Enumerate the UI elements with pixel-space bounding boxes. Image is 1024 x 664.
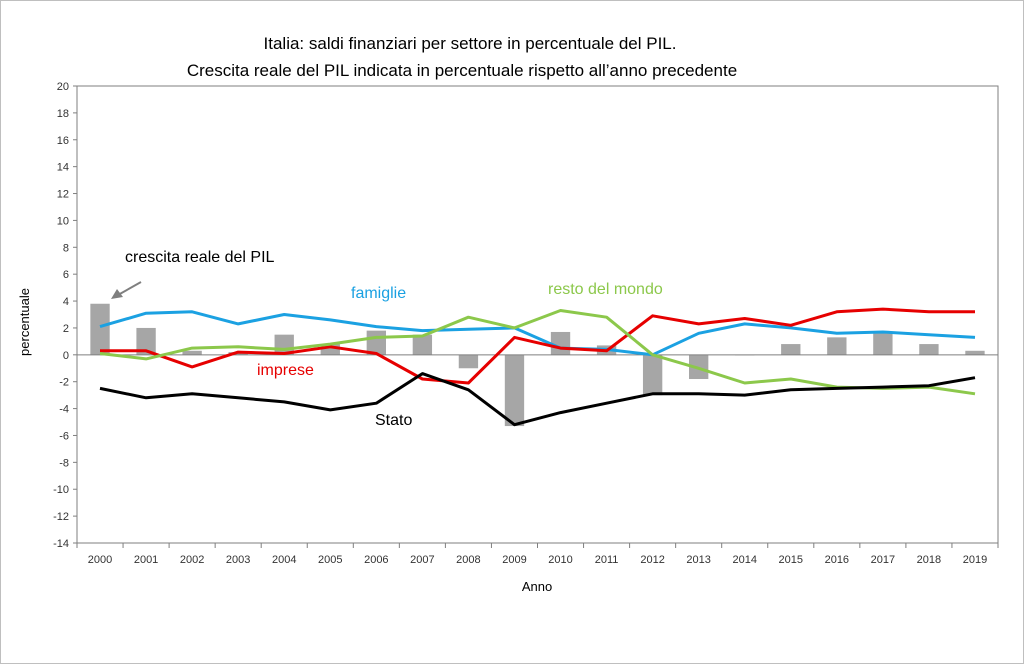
- y-tick-label: 6: [63, 269, 69, 281]
- famiglie-annotation: famiglie: [351, 285, 406, 302]
- y-tick-label: -6: [59, 430, 69, 442]
- x-tick-label: 2010: [548, 554, 572, 566]
- y-tick-label: 18: [57, 108, 69, 120]
- x-tick-label: 2017: [871, 554, 895, 566]
- y-tick-label: 0: [63, 350, 69, 362]
- chart-title: Italia: saldi finanziari per settore in …: [264, 34, 677, 53]
- y-tick-label: -10: [53, 484, 69, 496]
- series-line-imprese: [100, 307, 975, 385]
- y-tick-label: -8: [59, 457, 69, 469]
- gdp-bar: [412, 334, 433, 355]
- x-axis-label: Anno: [522, 579, 552, 594]
- y-tick-label: -12: [53, 511, 69, 523]
- gdp-bar: [550, 331, 571, 355]
- y-tick-label: 8: [63, 242, 69, 254]
- plot-area: [76, 85, 999, 544]
- x-tick-label: 2016: [825, 554, 849, 566]
- gdp-bar: [642, 354, 663, 396]
- x-tick-label: 2007: [410, 554, 434, 566]
- imprese-annotation: imprese: [257, 362, 314, 379]
- y-tick-label: 14: [57, 162, 69, 174]
- x-tick-label: 2002: [180, 554, 204, 566]
- y-axis-label: percentuale: [17, 288, 32, 356]
- series-line-stato: [99, 372, 976, 427]
- x-tick-label: 2018: [917, 554, 941, 566]
- x-tick-label: 2013: [686, 554, 710, 566]
- gdp-bar: [504, 354, 525, 427]
- x-tick-label: 2012: [640, 554, 664, 566]
- y-tick-label: 10: [57, 215, 69, 227]
- y-tick-label: 4: [63, 296, 69, 308]
- y-tick-label: 16: [57, 135, 69, 147]
- chart-subtitle: Crescita reale del PIL indicata in perce…: [187, 61, 737, 80]
- y-tick-label: 20: [57, 81, 69, 93]
- gdp-annotation: crescita reale del PIL: [125, 249, 275, 266]
- gdp-bar: [781, 344, 801, 355]
- stato-annotation: Stato: [375, 412, 412, 429]
- gdp-bar: [458, 354, 479, 369]
- y-axis: -14 -12 -10 -8 -6 -4 -2 0 2 4 6 8 10 12 14 16 18 20: [53, 81, 77, 550]
- x-tick-label: 2011: [595, 554, 619, 566]
- gdp-bar: [965, 350, 985, 355]
- x-axis: 2000 2001 2002 2003 2004 2005 2006 2007 2008 2009…: [76, 543, 999, 566]
- y-tick-label: -2: [59, 377, 69, 389]
- y-tick-label: 12: [57, 189, 69, 201]
- x-tick-label: 2004: [272, 554, 296, 566]
- x-tick-label: 2009: [502, 554, 526, 566]
- y-tick-label: -14: [53, 538, 69, 550]
- gdp-bar: [90, 303, 110, 355]
- x-tick-label: 2000: [88, 554, 112, 566]
- series-line-resto-del-mondo: [99, 309, 976, 396]
- y-tick-label: -4: [59, 404, 69, 416]
- x-tick-label: 2019: [963, 554, 987, 566]
- gdp-bar: [136, 327, 156, 355]
- gdp-bars: [90, 303, 985, 427]
- x-tick-label: 2008: [456, 554, 480, 566]
- y-tick-label: 2: [63, 323, 69, 335]
- x-tick-label: 2001: [134, 554, 158, 566]
- gdp-bar: [873, 331, 893, 355]
- series-lines: [99, 307, 976, 427]
- x-tick-label: 2015: [779, 554, 803, 566]
- gdp-annotation-arrowhead: [111, 289, 123, 299]
- gdp-bar: [919, 344, 939, 355]
- gdp-bar: [827, 337, 847, 355]
- x-tick-label: 2005: [318, 554, 342, 566]
- gdp-bar: [320, 344, 340, 355]
- gdp-bar: [182, 350, 202, 355]
- x-tick-label: 2014: [732, 554, 756, 566]
- resto-annotation: resto del mondo: [548, 281, 663, 298]
- x-tick-label: 2006: [364, 554, 388, 566]
- gdp-annotation-arrow-line: [117, 281, 142, 296]
- series-line-famiglie: [99, 310, 976, 357]
- x-tick-label: 2003: [226, 554, 250, 566]
